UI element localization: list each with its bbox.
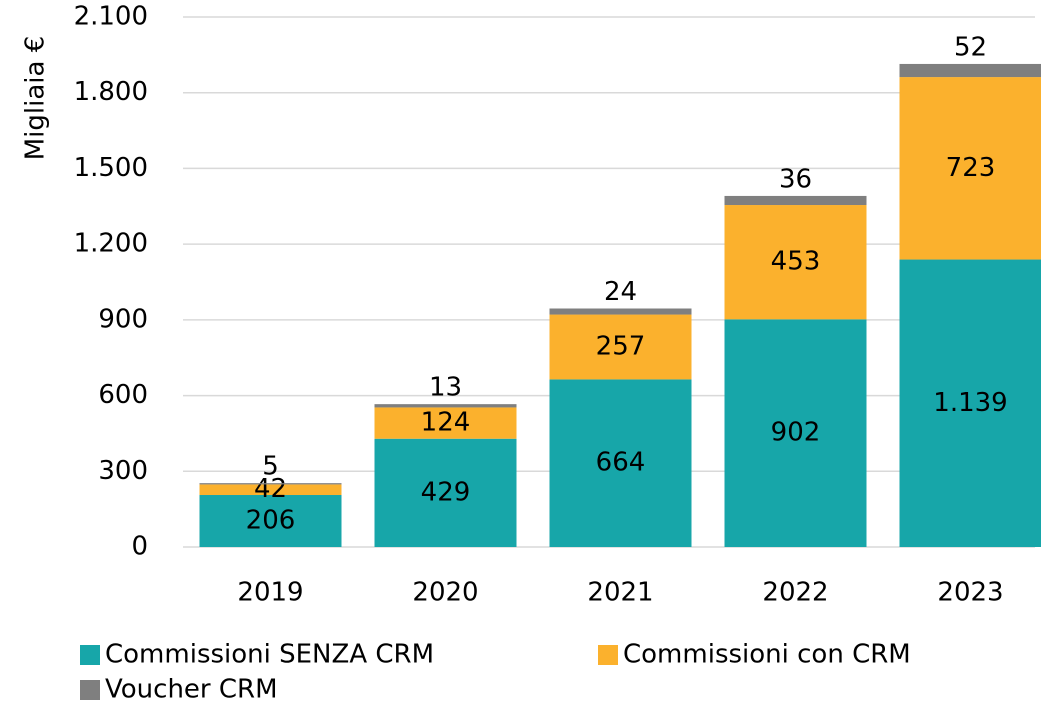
bar-segment — [549, 308, 692, 315]
data-label: 5 — [262, 452, 279, 482]
data-label: 124 — [421, 408, 471, 438]
y-tick-label: 300 — [98, 456, 148, 486]
data-label: 1.139 — [933, 388, 1007, 418]
y-tick-label: 600 — [98, 380, 148, 410]
x-tick-label: 2023 — [937, 578, 1003, 608]
y-axis-label: Migliaia € — [21, 36, 51, 161]
data-label: 723 — [946, 153, 996, 183]
bar-segment — [549, 379, 692, 547]
data-label: 36 — [779, 164, 812, 194]
bar-segment — [199, 484, 342, 496]
bar-segment — [899, 63, 1041, 78]
legend-label: Commissioni SENZA CRM — [105, 640, 434, 670]
legend-swatch — [598, 645, 618, 665]
bar-segment — [549, 314, 692, 380]
bar-segment — [374, 404, 517, 408]
bar-segment — [374, 438, 517, 547]
data-label: 429 — [421, 477, 471, 507]
legend-swatch — [80, 680, 100, 700]
x-tick-label: 2021 — [587, 578, 653, 608]
bar-segment — [724, 319, 867, 547]
bar-segment — [374, 407, 517, 439]
bar-segment — [199, 483, 342, 485]
bar-segment — [724, 205, 867, 320]
legend-label: Commissioni con CRM — [623, 640, 911, 670]
y-tick-label: 1.800 — [74, 77, 148, 107]
bar-segment — [899, 77, 1041, 260]
data-label: 206 — [246, 506, 296, 536]
data-label: 902 — [771, 418, 821, 448]
y-tick-label: 0 — [131, 532, 148, 562]
y-tick-label: 1.500 — [74, 153, 148, 183]
x-tick-label: 2020 — [412, 578, 478, 608]
x-tick-label: 2019 — [237, 578, 303, 608]
x-tick-label: 2022 — [762, 578, 828, 608]
data-label: 52 — [954, 32, 987, 62]
y-tick-label: 2.100 — [74, 2, 148, 32]
data-label: 13 — [429, 373, 462, 403]
bar-segment — [199, 495, 342, 547]
data-label: 257 — [596, 331, 646, 361]
data-label: 453 — [771, 247, 821, 277]
data-label: 24 — [604, 277, 637, 307]
data-label: 664 — [596, 448, 646, 478]
bar-segment — [899, 259, 1041, 547]
bar-segment — [724, 195, 867, 206]
data-label: 42 — [254, 474, 287, 504]
y-tick-label: 900 — [98, 304, 148, 334]
y-tick-label: 1.200 — [74, 229, 148, 259]
legend-swatch — [80, 645, 100, 665]
legend-label: Voucher CRM — [105, 675, 278, 703]
